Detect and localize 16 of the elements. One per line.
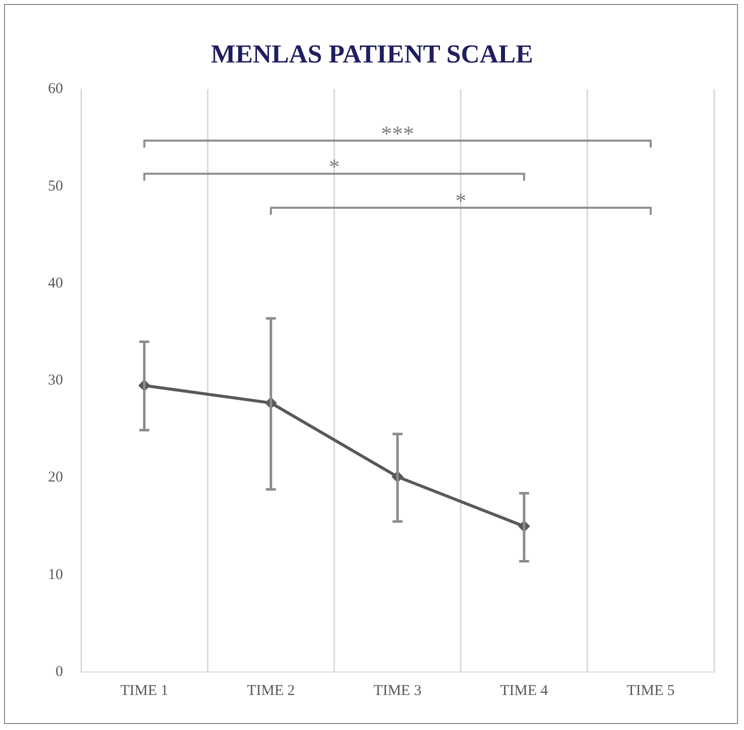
annotation: * [455,188,466,213]
x-tick-label: TIME 2 [246,682,295,699]
x-tick-label: TIME 4 [500,682,549,699]
y-tick-label: 50 [48,178,63,194]
y-tick-label: 20 [48,470,63,486]
y-tick-label: 60 [48,81,63,98]
annotation: * [328,154,340,179]
y-tick-label: 30 [48,372,63,389]
x-tick-label: TIME 3 [374,682,422,699]
x-tick-label: TIME 1 [120,682,168,699]
x-tick-label: TIME 5 [626,682,675,699]
y-tick-label: 40 [48,275,63,292]
y-tick-label: 0 [56,664,63,680]
annotation: *** [381,120,414,146]
chart-title: MENLAS PATIENT SCALE [210,39,534,68]
y-tick-label: 10 [48,566,63,583]
